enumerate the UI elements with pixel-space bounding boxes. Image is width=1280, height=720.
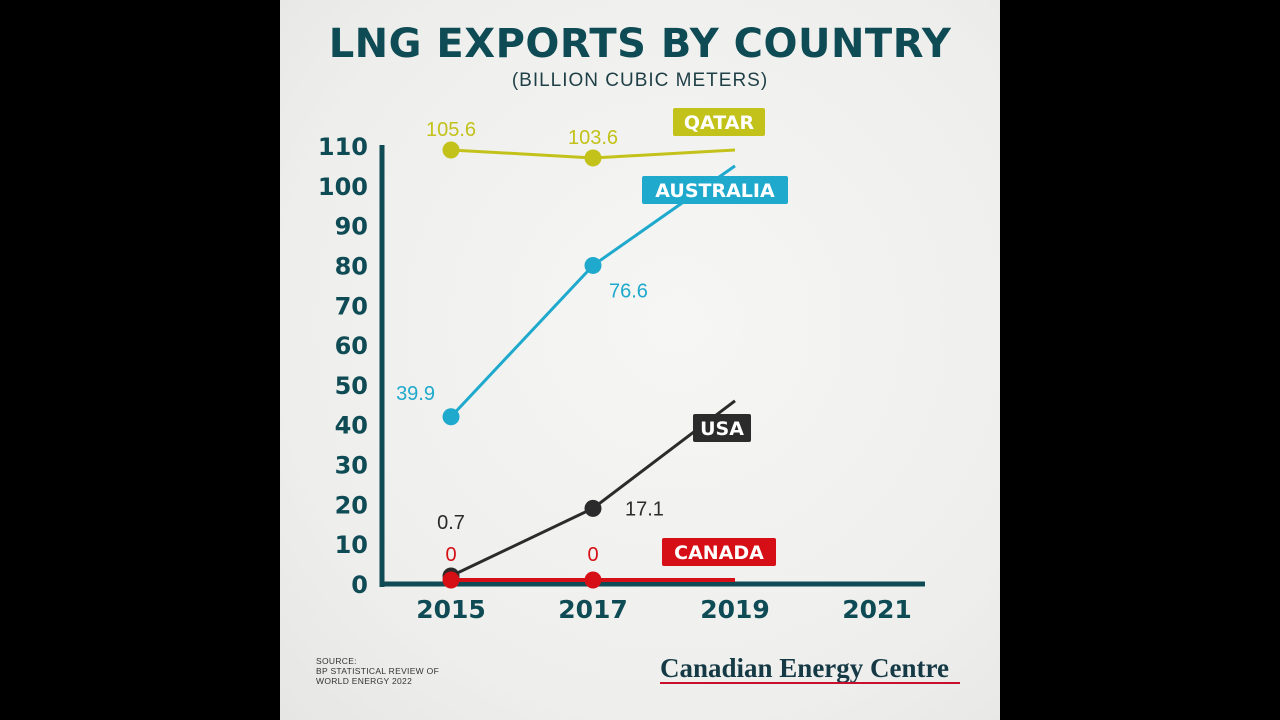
legend-badge-label: AUSTRALIA: [655, 180, 775, 202]
y-tick-label: 60: [335, 332, 368, 360]
x-axis: 2015 2017 2019 2021: [380, 581, 925, 624]
data-label: 39.9: [396, 383, 435, 405]
source-line-1: SOURCE:: [316, 656, 357, 666]
legend-badge-bg: [662, 538, 776, 566]
series-australia: 39.9 76.6 AUSTRALIA: [396, 164, 788, 426]
data-point: [442, 141, 460, 159]
data-label: 0: [587, 544, 598, 566]
data-point: [584, 149, 602, 167]
source-line-2: BP STATISTICAL REVIEW OF: [316, 666, 439, 676]
brand-logo: Canadian Energy Centre: [660, 653, 960, 684]
legend-badge-label: CANADA: [674, 542, 764, 564]
legend-badge-qatar: QATAR: [673, 108, 765, 136]
data-label: 105.6: [426, 119, 476, 141]
series-layer: 105.6 103.6 QATAR 39.9 76.6 AUSTRALIA 0.7 17.1 U…: [396, 108, 788, 589]
y-tick-label: 40: [335, 412, 368, 440]
legend-badge-label: USA: [700, 418, 744, 440]
brand-name: Canadian Energy Centre: [660, 653, 949, 683]
series-canada: 0 0 CANADA: [442, 538, 776, 589]
y-tick-label: 80: [335, 252, 368, 280]
y-tick-label: 110: [318, 133, 368, 161]
data-label: 103.6: [568, 127, 618, 149]
y-tick-label: 20: [335, 491, 368, 519]
chart-subtitle: (BILLION CUBIC METERS): [512, 70, 768, 91]
y-tick-label: 0: [351, 571, 368, 599]
y-axis: 0 10 20 30 40 50 60 70 80 90 100 110: [318, 133, 385, 599]
legend-badge-australia: AUSTRALIA: [642, 176, 788, 204]
source-note: SOURCE: BP STATISTICAL REVIEW OF WORLD E…: [316, 656, 439, 686]
legend-badge-usa: USA: [693, 414, 751, 442]
series-usa: 0.7 17.1 USA: [437, 399, 751, 585]
legend-badge-bg: [673, 108, 765, 136]
y-tick-label: 30: [335, 452, 368, 480]
series-qatar: 105.6 103.6 QATAR: [426, 108, 765, 167]
legend-badge-bg: [642, 176, 788, 204]
data-point: [442, 571, 460, 589]
legend-badge-canada: CANADA: [662, 538, 776, 566]
data-label: 76.6: [609, 280, 648, 302]
legend-badge-bg: [693, 414, 751, 442]
data-label: 0: [445, 544, 456, 566]
y-tick-label: 70: [335, 292, 368, 320]
x-tick-label: 2021: [842, 595, 912, 624]
data-label: 17.1: [625, 498, 664, 520]
y-tick-label: 10: [335, 531, 368, 559]
source-line-3: WORLD ENERGY 2022: [316, 676, 412, 686]
infographic-panel: LNG EXPORTS BY COUNTRY (BILLION CUBIC ME…: [280, 0, 1000, 720]
data-point: [584, 571, 602, 589]
y-tick-label: 100: [318, 173, 368, 201]
line-chart: LNG EXPORTS BY COUNTRY (BILLION CUBIC ME…: [316, 21, 960, 686]
x-tick-label: 2017: [558, 595, 628, 624]
legend-badge-label: QATAR: [684, 112, 755, 134]
y-tick-label: 90: [335, 213, 368, 241]
data-point: [584, 499, 602, 517]
y-tick-label: 50: [335, 372, 368, 400]
data-point: [584, 256, 602, 274]
chart-title: LNG EXPORTS BY COUNTRY: [329, 21, 952, 67]
data-label: 0.7: [437, 512, 465, 534]
data-point: [442, 408, 460, 426]
x-tick-label: 2019: [700, 595, 770, 624]
x-tick-label: 2015: [416, 595, 486, 624]
